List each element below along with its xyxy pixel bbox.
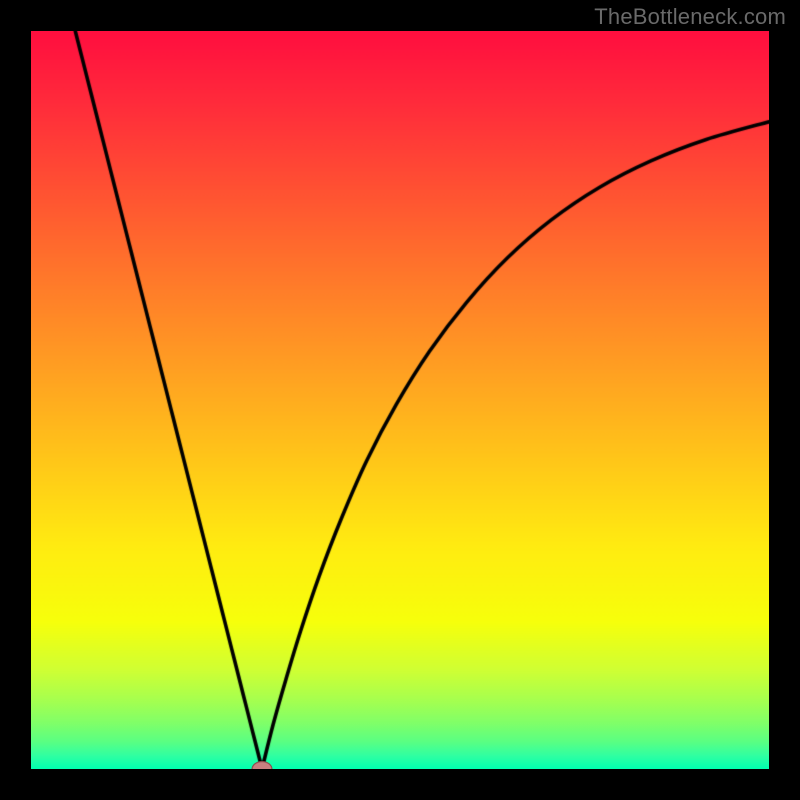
plot-area — [31, 31, 769, 769]
watermark-label: TheBottleneck.com — [594, 4, 786, 30]
bottleneck-curve — [31, 31, 769, 769]
chart-container: TheBottleneck.com — [0, 0, 800, 800]
